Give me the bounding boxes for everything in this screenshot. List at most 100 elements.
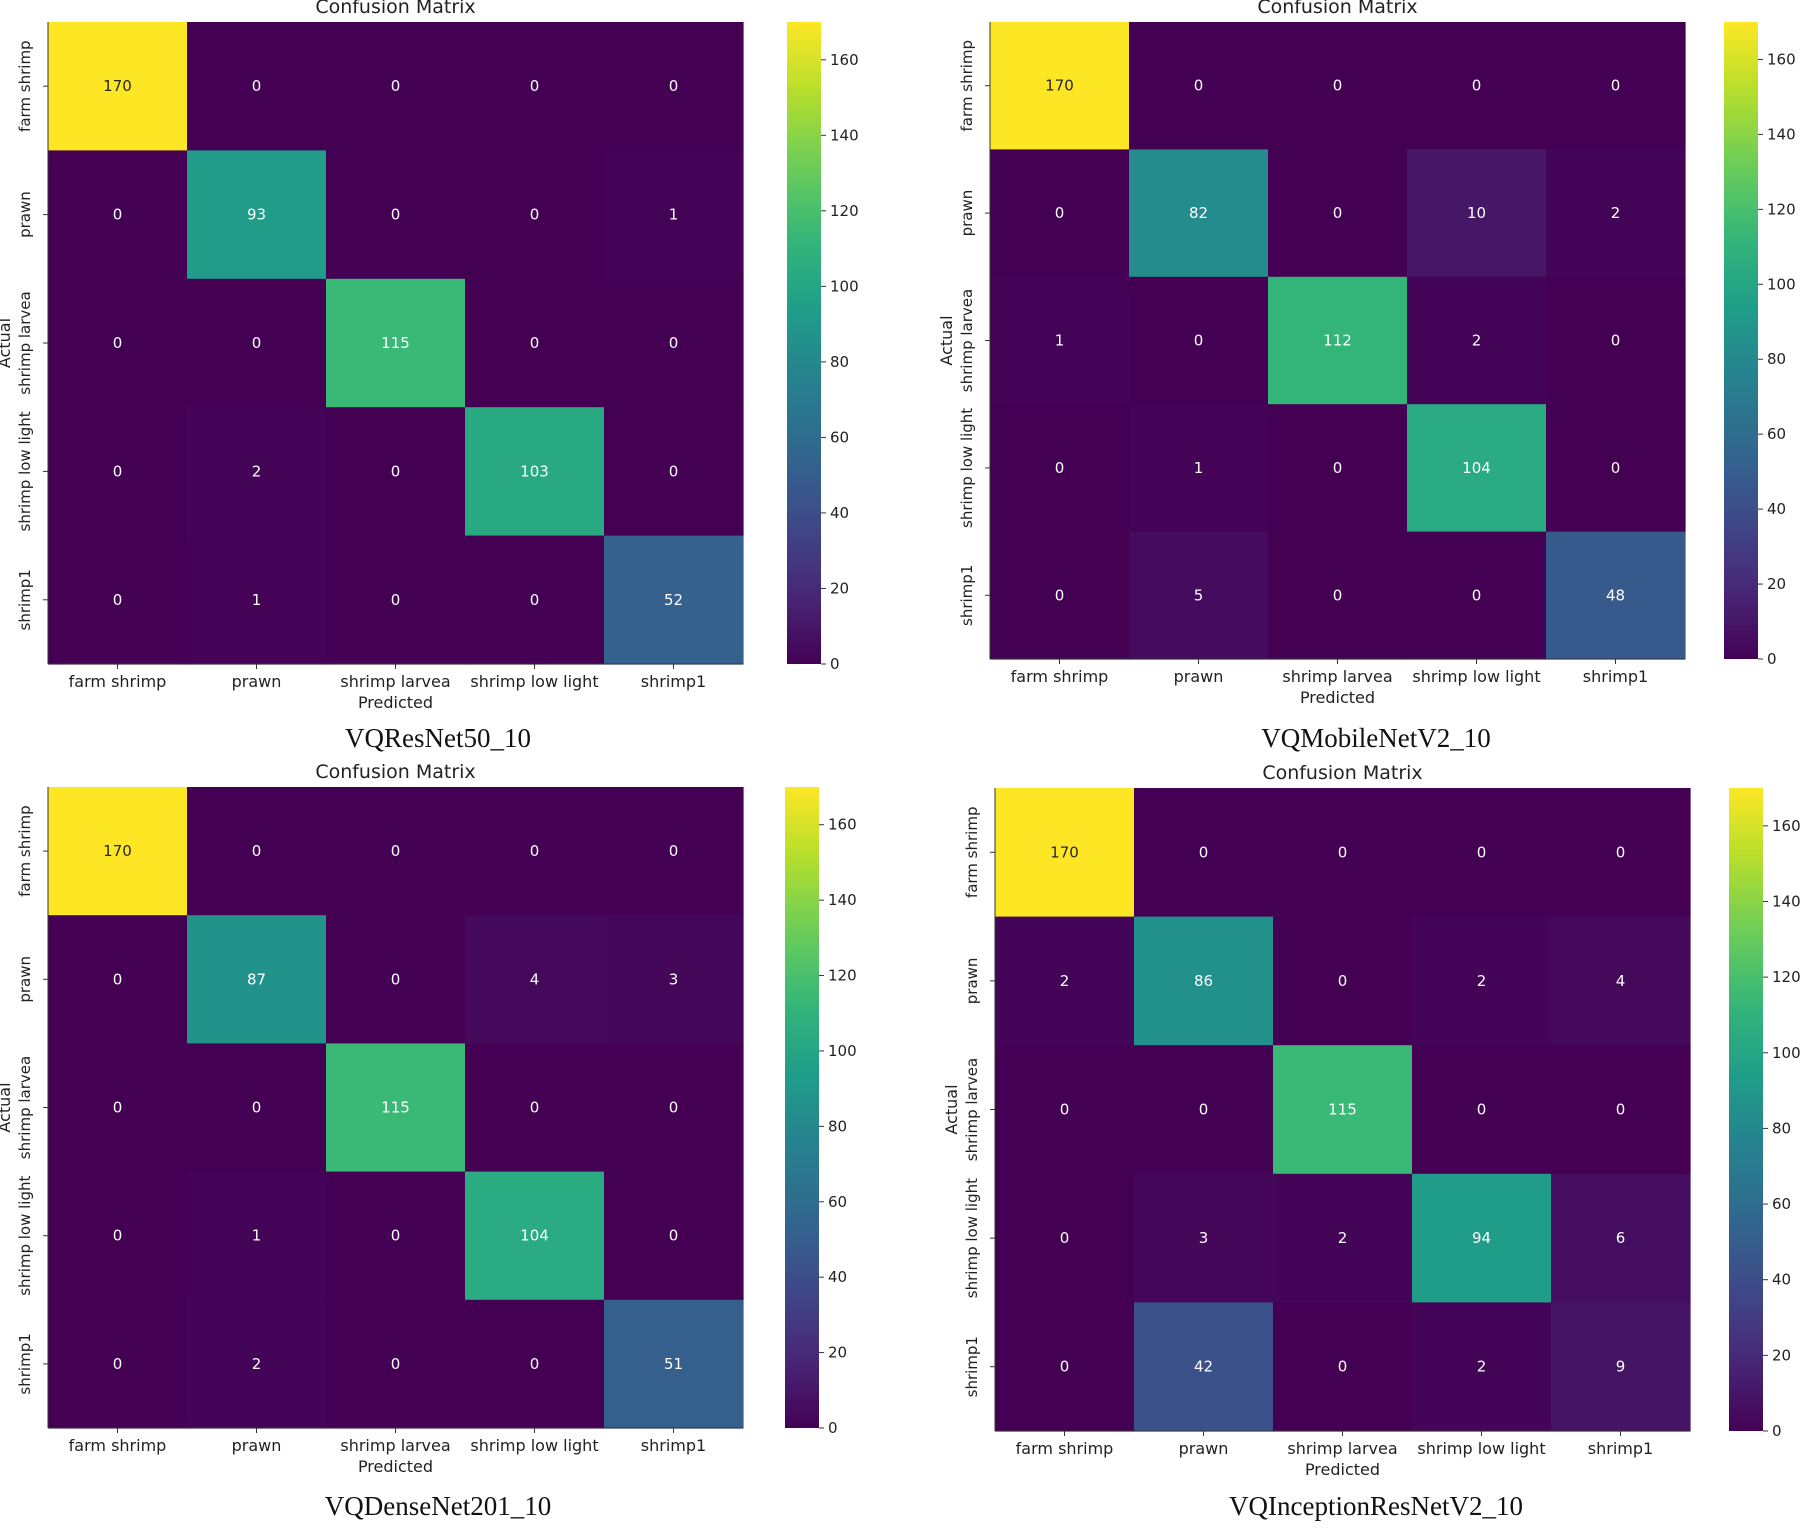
colorbar-tick-label: 100 [830,277,859,295]
cell-value-label: 0 [1199,1101,1209,1119]
cell-value-label: 0 [391,970,401,988]
y-axis-title: Actual [0,318,14,368]
confusion-matrix-panel-3: Confusion Matrix 170 0 0 0 0 0 87 0 4 3 0 0 115 0 0 0 1 0 1… [0,761,857,1521]
cell-value-label: 170 [103,842,132,860]
heatmap-cell [187,407,327,537]
cell-value-label: 0 [1616,1101,1626,1119]
cell-value-label: 0 [391,462,401,480]
y-tick-label: farm shrimp [16,805,34,897]
y-tick-label: shrimp low light [963,1178,981,1298]
cell-value-label: 0 [1199,843,1209,861]
colorbar-tick-label: 0 [1772,1422,1782,1440]
x-tick-label: shrimp larvea [340,1436,450,1455]
colorbar-tick-label: 40 [830,504,849,522]
heatmap-cell [326,915,466,1044]
cell-value-label: 2 [1477,1358,1487,1376]
heatmap-cell [990,22,1130,150]
colorbar-tick-label: 20 [1772,1346,1791,1364]
y-tick-label: farm shrimp [958,40,976,132]
heatmap-cell [1129,276,1269,405]
cell-value-label: 0 [113,591,123,609]
chart-title: Confusion Matrix [315,761,475,783]
cell-value-label: 170 [1045,77,1074,95]
x-tick-label: shrimp1 [641,672,706,691]
colorbar-tick-label: 80 [830,353,849,371]
heatmap-cell [1546,276,1686,405]
heatmap-cell [604,407,744,537]
cell-value-label: 0 [391,591,401,609]
y-tick-label: shrimp larvea [963,1058,981,1161]
heatmap-cell [1268,404,1408,533]
heatmap-cell [1551,1302,1691,1432]
cell-value-label: 0 [669,1227,679,1245]
cell-value-label: 0 [1472,77,1482,95]
heatmap-cell [1129,22,1269,150]
cell-value-label: 0 [1060,1101,1070,1119]
heatmap-cell [326,787,466,916]
cell-value-label: 0 [1055,586,1065,604]
x-tick-label: shrimp1 [641,1436,706,1455]
cell-value-label: 0 [530,591,540,609]
heatmap-cell [465,22,605,151]
heatmap-cell [1407,149,1547,278]
heatmap-cell [1129,404,1269,533]
heatmap-cell [1551,788,1691,918]
cell-value-label: 0 [1055,204,1065,222]
colorbar-tick-label: 80 [1772,1119,1791,1137]
cell-value-label: 1 [252,1227,262,1245]
heatmap-cell [326,22,466,151]
heatmap-cell [465,1171,605,1301]
cell-value-label: 112 [1323,332,1352,350]
cell-value-label: 0 [1194,77,1204,95]
heatmap-cell [1407,276,1547,405]
cell-value-label: 0 [1055,459,1065,477]
cell-value-label: 2 [1611,204,1621,222]
y-tick-label: shrimp low light [16,1175,34,1295]
heatmap-cell [187,1043,327,1173]
heatmap-cell [48,22,188,151]
cell-value-label: 2 [1472,332,1482,350]
heatmap-cell [1129,149,1269,278]
cell-value-label: 6 [1616,1229,1626,1247]
heatmap-cell [604,278,744,408]
heatmap-cell [187,787,327,916]
heatmap-cell [326,1171,466,1301]
cell-value-label: 1 [1194,459,1204,477]
cell-value-label: 1 [1055,332,1065,350]
cell-value-label: 0 [1333,204,1343,222]
heatmap-cell [1412,1045,1552,1175]
y-tick-label: shrimp larvea [16,291,34,394]
y-tick-label: shrimp1 [16,1333,34,1394]
heatmap-cell [1407,22,1547,150]
heatmap-cell [604,787,744,916]
colorbar-tick-label: 140 [830,126,859,144]
heatmap-cell [48,787,188,916]
cell-value-label: 0 [113,1099,123,1117]
cell-value-label: 82 [1189,204,1208,222]
heatmap-cell [465,150,605,280]
cell-value-label: 0 [669,1099,679,1117]
cell-value-label: 0 [1611,459,1621,477]
heatmap-cell [187,915,327,1044]
heatmap-cell [995,1045,1135,1175]
colorbar-tick-label: 20 [828,1344,847,1362]
x-tick-label: shrimp low light [470,672,598,691]
heatmap-cell [326,150,466,280]
heatmap-cell [465,407,605,537]
heatmap-cell [187,535,327,665]
cell-value-label: 115 [381,334,410,352]
y-tick-label: shrimp1 [963,1336,981,1397]
cell-value-label: 0 [1338,1358,1348,1376]
cell-value-label: 94 [1472,1229,1491,1247]
cell-value-label: 52 [664,591,683,609]
x-tick-label: shrimp low light [1412,667,1540,686]
cell-value-label: 103 [520,462,549,480]
y-tick-label: prawn [16,191,34,238]
heatmap-cell [604,535,744,665]
heatmap-cell [48,915,188,1044]
colorbar-tick-label: 140 [828,891,857,909]
heatmap-cell [326,1299,466,1429]
heatmap-cell [1546,22,1686,150]
cell-value-label: 10 [1467,204,1486,222]
colorbar-tick-label: 120 [828,967,857,985]
